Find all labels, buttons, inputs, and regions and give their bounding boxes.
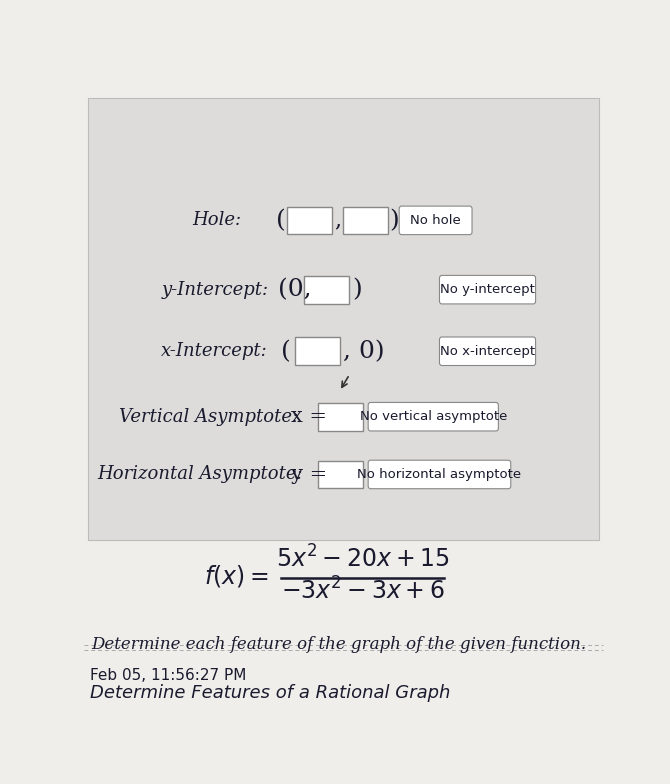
Text: ): ) bbox=[389, 209, 399, 232]
Text: Feb 05, 11:56:27 PM: Feb 05, 11:56:27 PM bbox=[90, 669, 247, 684]
Text: Determine each feature of the graph of the given function.: Determine each feature of the graph of t… bbox=[92, 636, 587, 653]
Text: $-3x^2 - 3x + 6$: $-3x^2 - 3x + 6$ bbox=[281, 578, 445, 605]
FancyBboxPatch shape bbox=[84, 640, 603, 698]
Text: x-Intercept:: x-Intercept: bbox=[161, 343, 268, 361]
Text: No horizontal asymptote: No horizontal asymptote bbox=[357, 468, 521, 481]
Text: $f(x) =$: $f(x) =$ bbox=[204, 563, 269, 589]
Text: No x-intercept: No x-intercept bbox=[440, 345, 535, 358]
FancyBboxPatch shape bbox=[287, 206, 332, 234]
Text: No hole: No hole bbox=[410, 214, 461, 227]
Text: Determine Features of a Rational Graph: Determine Features of a Rational Graph bbox=[90, 684, 450, 702]
FancyBboxPatch shape bbox=[342, 206, 387, 234]
Text: (: ( bbox=[276, 209, 285, 232]
FancyBboxPatch shape bbox=[440, 337, 535, 365]
FancyBboxPatch shape bbox=[369, 460, 511, 488]
FancyBboxPatch shape bbox=[304, 276, 349, 303]
Text: y =: y = bbox=[291, 465, 328, 484]
FancyBboxPatch shape bbox=[295, 337, 340, 365]
FancyBboxPatch shape bbox=[88, 98, 599, 540]
Text: , 0): , 0) bbox=[342, 339, 384, 363]
Text: ): ) bbox=[352, 278, 362, 301]
FancyBboxPatch shape bbox=[318, 461, 362, 488]
Text: No y-intercept: No y-intercept bbox=[440, 283, 535, 296]
Text: (0,: (0, bbox=[277, 278, 311, 301]
Text: Vertical Asymptote:: Vertical Asymptote: bbox=[119, 408, 297, 426]
Text: ,: , bbox=[334, 209, 341, 231]
FancyBboxPatch shape bbox=[318, 403, 362, 430]
Text: $5x^2 - 20x + 15$: $5x^2 - 20x + 15$ bbox=[276, 546, 450, 573]
Text: y-Intercept:: y-Intercept: bbox=[161, 281, 269, 299]
Text: x =: x = bbox=[291, 407, 328, 426]
Text: (: ( bbox=[281, 339, 291, 363]
FancyBboxPatch shape bbox=[369, 402, 498, 431]
Text: Horizontal Asymptote:: Horizontal Asymptote: bbox=[98, 466, 304, 484]
FancyBboxPatch shape bbox=[399, 206, 472, 234]
Text: Hole:: Hole: bbox=[192, 212, 241, 230]
Text: No vertical asymptote: No vertical asymptote bbox=[360, 410, 507, 423]
FancyBboxPatch shape bbox=[440, 275, 535, 304]
